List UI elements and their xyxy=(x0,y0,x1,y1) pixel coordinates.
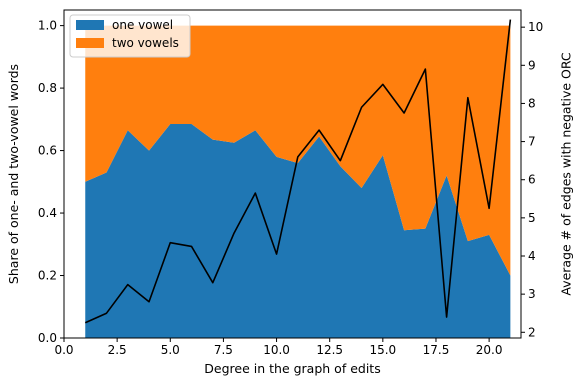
legend-label-two-vowels: two vowels xyxy=(112,36,179,50)
y-right-tick-label: 7 xyxy=(528,135,536,149)
y-right-tick-label: 2 xyxy=(528,325,536,339)
x-tick-label: 7.5 xyxy=(214,343,233,357)
y-left-tick-label: 0.4 xyxy=(38,206,57,220)
stacked-areas xyxy=(85,25,511,339)
x-tick-label: 20.0 xyxy=(476,343,503,357)
legend-label-one-vowel: one vowel xyxy=(112,18,173,32)
x-tick-label: 10.0 xyxy=(263,343,290,357)
x-tick-label: 12.5 xyxy=(316,343,343,357)
orc-line-path xyxy=(84,19,512,324)
x-axis-ticks: 0.0 2.5 5.0 7.5 10.0 12.5 15.0 17.5 20.0 xyxy=(54,338,502,357)
y-left-axis-label: Share of one- and two-vowel words xyxy=(6,64,21,284)
orc-line xyxy=(84,19,512,324)
y-left-tick-label: 0.6 xyxy=(38,144,57,158)
area-one-vowel xyxy=(85,124,511,339)
x-tick-label: 15.0 xyxy=(369,343,396,357)
x-axis-label: Degree in the graph of edits xyxy=(204,361,380,376)
y-left-tick-label: 1.0 xyxy=(38,19,57,33)
y-right-tick-label: 9 xyxy=(528,58,536,72)
y-right-tick-label: 4 xyxy=(528,249,536,263)
x-tick-label: 5.0 xyxy=(161,343,180,357)
legend-swatch-one-vowel xyxy=(76,20,104,30)
y-left-tick-label: 0.0 xyxy=(38,331,57,345)
legend: one vowel two vowels xyxy=(69,14,191,58)
legend-swatch-two-vowels xyxy=(76,38,104,48)
y-right-tick-label: 8 xyxy=(528,96,536,110)
y-left-tick-label: 0.8 xyxy=(38,81,57,95)
y-left-tick-label: 0.2 xyxy=(38,269,57,283)
y-right-axis-label: Average # of edges with negative ORC xyxy=(559,52,574,296)
x-tick-label: 2.5 xyxy=(108,343,127,357)
y-right-tick-label: 5 xyxy=(528,211,536,225)
y-right-axis-ticks: 2 3 4 5 6 7 8 9 10 xyxy=(521,20,543,339)
y-left-axis-ticks: 0.0 0.2 0.4 0.6 0.8 1.0 xyxy=(38,19,64,345)
x-tick-label: 0.0 xyxy=(54,343,73,357)
area-two-vowels xyxy=(85,25,511,276)
plot-frame xyxy=(63,9,522,339)
y-right-tick-label: 10 xyxy=(528,20,543,34)
y-right-tick-label: 3 xyxy=(528,287,536,301)
y-right-tick-label: 6 xyxy=(528,173,536,187)
x-tick-label: 17.5 xyxy=(423,343,450,357)
